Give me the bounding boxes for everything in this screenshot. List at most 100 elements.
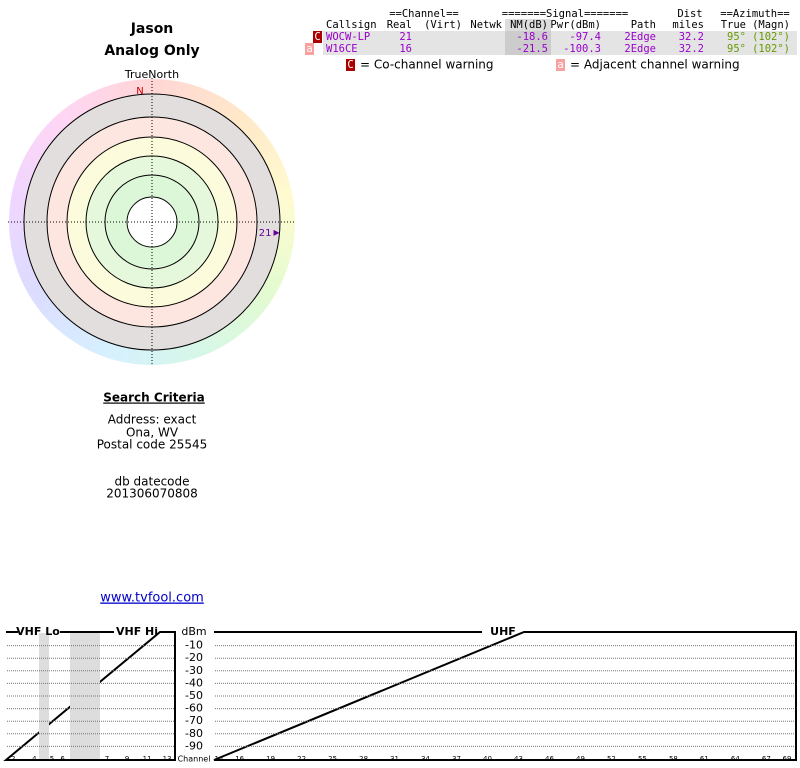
- x-tick-label: 25: [328, 755, 337, 763]
- x-tick-label: 58: [669, 755, 678, 763]
- x-tick-label: 4: [32, 755, 37, 763]
- y-tick-label: -80: [185, 727, 203, 740]
- station-marker: [273, 229, 280, 236]
- cell: -97.4: [569, 31, 601, 43]
- column-header: Pwr(dBm): [550, 19, 601, 31]
- warning-flag-text: C: [314, 31, 320, 43]
- search-heading: Search Criteria: [103, 391, 204, 405]
- x-tick-label: 19: [266, 755, 275, 763]
- column-header: Real: [387, 19, 412, 31]
- y-tick-label: -70: [185, 714, 203, 727]
- nm-cell-bg: [505, 31, 551, 43]
- cell: (102°): [752, 43, 790, 55]
- column-header: (Virt): [424, 19, 462, 31]
- warning-flag: [305, 43, 314, 55]
- column-header: Netwk: [470, 19, 502, 31]
- column-header: Path: [631, 19, 656, 31]
- channel-label: Channel: [178, 755, 211, 764]
- x-tick-label: 61: [700, 755, 709, 763]
- db-value: 201306070808: [106, 487, 198, 501]
- cell: 95°: [727, 43, 746, 55]
- cell: -100.3: [563, 43, 601, 55]
- row-bg: [323, 31, 797, 43]
- north-mark: N: [136, 86, 143, 97]
- north-label: TrueNorth: [124, 68, 179, 81]
- cell: -21.5: [516, 43, 548, 55]
- y-tick-label: -30: [185, 664, 203, 677]
- search-line: Ona, WV: [126, 426, 179, 440]
- x-tick-label: 5: [50, 755, 54, 763]
- nm-header-bg: [505, 19, 551, 31]
- y-tick-label: -90: [185, 739, 203, 752]
- legend-flag: [556, 59, 565, 71]
- x-tick-label: 40: [483, 755, 492, 763]
- cell: 16: [399, 43, 412, 55]
- cell: WOCW-LP: [326, 31, 370, 43]
- x-tick-label: 2: [11, 755, 15, 763]
- cell: 32.2: [679, 31, 704, 43]
- x-tick-label: 34: [421, 755, 430, 763]
- spectrum-frame: [3, 631, 797, 761]
- x-tick-label: 9: [125, 755, 129, 763]
- x-tick-label: 16: [235, 755, 244, 763]
- column-header: Callsign: [326, 19, 377, 31]
- band-label: UHF: [490, 625, 516, 638]
- x-tick-label: 22: [297, 755, 306, 763]
- x-tick-label: 67: [762, 755, 771, 763]
- cell: 2Edge: [624, 31, 656, 43]
- column-header: miles: [672, 19, 704, 31]
- y-tick-label: -50: [185, 689, 203, 702]
- column-header: (Magn): [752, 19, 790, 31]
- x-tick-label: 46: [545, 755, 554, 763]
- cell: 21: [399, 31, 412, 43]
- cell: -18.6: [516, 31, 548, 43]
- legend-flag: [346, 59, 355, 71]
- legend-text: = Co-channel warning: [360, 58, 494, 72]
- legend-flag-text: a: [557, 59, 563, 71]
- x-tick-label: 55: [638, 755, 647, 763]
- y-tick-label: -40: [185, 676, 203, 689]
- x-tick-label: 7: [105, 755, 109, 763]
- x-tick-label: 37: [452, 755, 461, 763]
- warning-flag-text: a: [306, 43, 312, 55]
- x-tick-label: 13: [163, 755, 172, 763]
- subtitle: Analog Only: [104, 43, 199, 59]
- search-line: Postal code 25545: [97, 438, 208, 452]
- cell: 95°: [727, 31, 746, 43]
- cell: 2Edge: [624, 43, 656, 55]
- station-label: 21: [259, 228, 272, 239]
- y-tick-label: -20: [185, 651, 203, 664]
- x-tick-label: 52: [607, 755, 616, 763]
- nm-cell-bg: [505, 43, 551, 55]
- cell: W16CE: [326, 43, 358, 55]
- group-header: ==Azimuth==: [720, 8, 790, 20]
- x-tick-label: 11: [143, 755, 152, 763]
- x-tick-label: 6: [60, 755, 65, 763]
- x-tick-label: 14: [215, 755, 224, 763]
- column-header: True: [721, 19, 746, 31]
- cell: (102°): [752, 31, 790, 43]
- band-label: VHF Lo: [16, 625, 60, 638]
- legend-flag-text: C: [347, 59, 353, 71]
- x-tick-label: 64: [731, 755, 740, 763]
- db-label: db datecode: [114, 475, 189, 489]
- band-label: VHF Hi: [116, 625, 158, 638]
- legend-text: = Adjacent channel warning: [570, 58, 740, 72]
- group-header: ==Channel==: [389, 8, 459, 20]
- group-header: Dist: [677, 8, 702, 20]
- x-tick-label: 31: [390, 755, 399, 763]
- site-link[interactable]: www.tvfool.com: [100, 591, 204, 606]
- y-tick-label: -60: [185, 702, 203, 715]
- x-tick-label: 28: [359, 755, 368, 763]
- group-header: =======Signal=======: [502, 8, 628, 20]
- x-tick-label: 49: [576, 755, 585, 763]
- warning-flag: [313, 31, 322, 43]
- y-tick-label: -10: [185, 639, 203, 652]
- x-tick-label: 43: [514, 755, 523, 763]
- title: Jason: [130, 21, 174, 37]
- x-tick-label: 69: [783, 755, 792, 763]
- column-header: NM(dB): [510, 19, 548, 31]
- search-line: Address: exact: [108, 413, 197, 427]
